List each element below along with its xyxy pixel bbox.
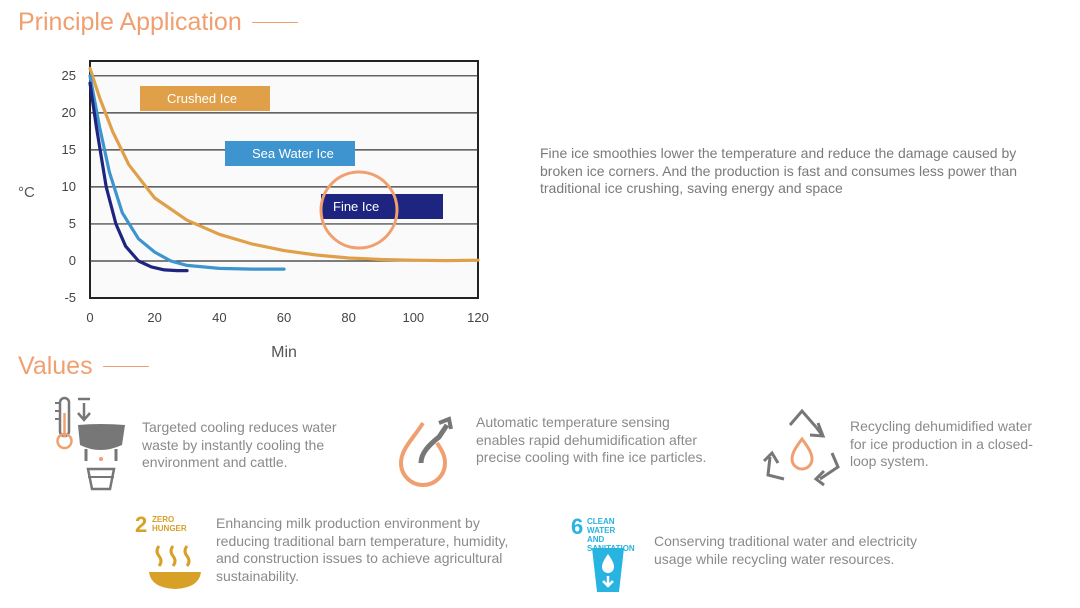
sdg2-label: ZERO HUNGER — [152, 515, 187, 533]
value-text: Enhancing milk production environment by… — [216, 515, 509, 584]
value-text: Recycling dehumidified water for ice pro… — [850, 418, 1033, 469]
x-tick-label: 80 — [341, 310, 355, 325]
series-line-fine-ice — [88, 81, 189, 273]
legend-item: Fine Ice — [321, 194, 443, 219]
y-tick-label: -5 — [64, 290, 76, 305]
y-tick-label: 10 — [62, 179, 76, 194]
principle-title: Principle Application — [18, 8, 298, 37]
cow-milk-cooling-icon — [55, 396, 125, 491]
y-tick-label: 0 — [69, 253, 76, 268]
recycle-water-icon — [762, 408, 840, 487]
x-tick-label: 20 — [147, 310, 161, 325]
water-glass-icon — [592, 548, 624, 592]
y-tick-label: 20 — [62, 105, 76, 120]
values-title-text: Values — [18, 352, 93, 380]
series-line-sea-water-ice — [88, 74, 286, 271]
legend-item: Sea Water Ice — [225, 141, 355, 166]
legend-swatch — [225, 141, 355, 166]
food-bowl-icon — [149, 545, 201, 589]
value-text: Automatic temperature sensing enables ra… — [476, 414, 707, 465]
legend-swatch — [321, 194, 443, 219]
series-line-crushed-ice — [88, 66, 480, 263]
y-axis-label: °C — [18, 184, 35, 201]
chart-svg: 25 20 15 10 5 0 -5 0 20 40 60 80 100 120 °C Min Crushed … — [18, 60, 489, 361]
values-title: Values — [18, 352, 149, 381]
x-tick-label: 40 — [212, 310, 226, 325]
x-tick-label: 120 — [467, 310, 489, 325]
value-text: Conserving traditional water and electri… — [654, 533, 918, 567]
description-text: Fine ice smoothies lower the temperature… — [540, 145, 1018, 196]
x-tick-label: 100 — [402, 310, 424, 325]
x-tick-label: 0 — [86, 310, 93, 325]
title-rule — [251, 21, 298, 24]
y-tick-label: 25 — [62, 68, 76, 83]
title-rule — [102, 365, 149, 368]
y-tick-label: 5 — [69, 216, 76, 231]
x-axis-label: Min — [271, 344, 297, 361]
legend-item: Crushed Ice — [140, 86, 270, 111]
legend-swatch — [140, 86, 270, 111]
legend-label: Crushed Ice — [167, 91, 237, 106]
value-text: Targeted cooling reduces water waste by … — [142, 419, 337, 470]
cooling-chart: 25 20 15 10 5 0 -5 0 20 40 60 80 100 120 °C Min Crushed … — [0, 50, 500, 370]
legend-label: Fine Ice — [333, 199, 379, 214]
water-drop-arrow-icon — [398, 416, 453, 487]
y-tick-label: 15 — [62, 142, 76, 157]
legend-label: Sea Water Ice — [252, 146, 334, 161]
sdg2-number: 2 — [135, 512, 148, 537]
x-tick-label: 60 — [277, 310, 291, 325]
sdg6-number: 6 — [571, 514, 584, 539]
principle-title-text: Principle Application — [18, 8, 242, 36]
highlight-circle — [319, 170, 399, 250]
